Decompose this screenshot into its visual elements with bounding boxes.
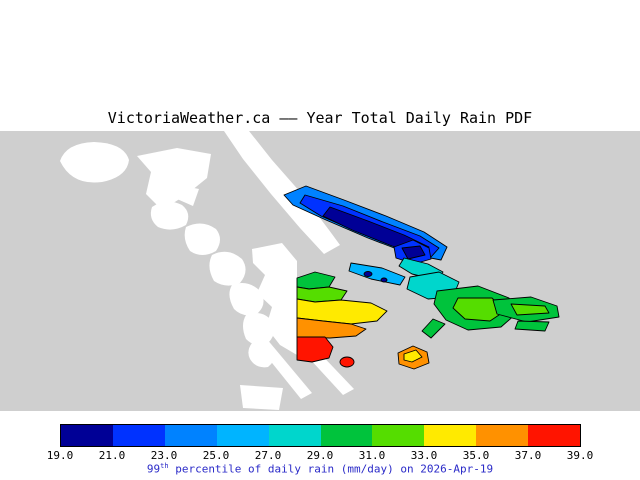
colorbar-ticks: 19.0 21.0 23.0 25.0 27.0 29.0 31.0 33.0 35.0 37.0… xyxy=(0,449,640,462)
data-regions xyxy=(283,185,560,370)
land-streak xyxy=(256,338,312,399)
land-blob xyxy=(137,148,211,210)
region-red-islet xyxy=(339,356,355,368)
land-coast xyxy=(184,223,220,255)
region-islet-core xyxy=(401,245,426,260)
colorbar-segment xyxy=(61,425,113,446)
region-right-island xyxy=(514,320,550,332)
colorbar-tick-label: 21.0 xyxy=(98,449,126,462)
region-orange-islet-core xyxy=(403,349,423,363)
colorbar-segment xyxy=(528,425,581,446)
land-blob xyxy=(177,185,199,206)
colorbar-segment xyxy=(372,425,425,446)
land-coast xyxy=(209,251,246,286)
colorbar-tick-label: 23.0 xyxy=(150,449,178,462)
colorbar-segment xyxy=(268,425,321,446)
land-channel xyxy=(224,131,340,254)
region-islet xyxy=(348,262,406,286)
land-coast xyxy=(243,313,275,346)
chart-title: VictoriaWeather.ca —— Year Total Daily R… xyxy=(107,109,533,127)
caption-text: percentile of daily rain (mm/day) on 202… xyxy=(168,462,494,476)
land-coast xyxy=(150,201,189,230)
region-peninsula-band-red xyxy=(296,336,334,363)
colorbar-segment xyxy=(164,425,217,446)
colorbar-segment xyxy=(320,425,373,446)
colorbar-tick-label: 25.0 xyxy=(202,449,230,462)
caption: 99th percentile of daily rain (mm/day) o… xyxy=(0,462,640,476)
colorbar-tick-label: 19.0 xyxy=(46,449,74,462)
map-area xyxy=(0,131,640,411)
region-speck xyxy=(380,277,388,283)
colorbar-segment xyxy=(216,425,269,446)
colorbar-segment xyxy=(112,425,165,446)
land-peninsula-west xyxy=(252,243,297,355)
land-blob xyxy=(60,142,129,183)
caption-superscript: th xyxy=(160,462,169,470)
region-speck xyxy=(363,271,373,277)
caption-value: 99 xyxy=(146,462,161,476)
colorbar-tick-label: 29.0 xyxy=(306,449,334,462)
region-cluster-inner xyxy=(452,297,506,322)
colorbar-tick-label: 31.0 xyxy=(358,449,386,462)
colorbar-tick-label: 39.0 xyxy=(566,449,594,462)
region-cluster-tail xyxy=(421,318,446,339)
colorbar-segment xyxy=(424,425,477,446)
colorbar-tick-label: 35.0 xyxy=(462,449,490,462)
colorbar-tick-label: 37.0 xyxy=(514,449,542,462)
colorbar-tick-label: 27.0 xyxy=(254,449,282,462)
land-shapes xyxy=(60,131,354,410)
colorbar-segment xyxy=(476,425,529,446)
colorbar-tick-label: 33.0 xyxy=(410,449,438,462)
land-blob xyxy=(240,385,283,410)
region-right-inner xyxy=(510,303,550,316)
colorbar xyxy=(60,424,581,447)
land-coast xyxy=(229,283,264,316)
